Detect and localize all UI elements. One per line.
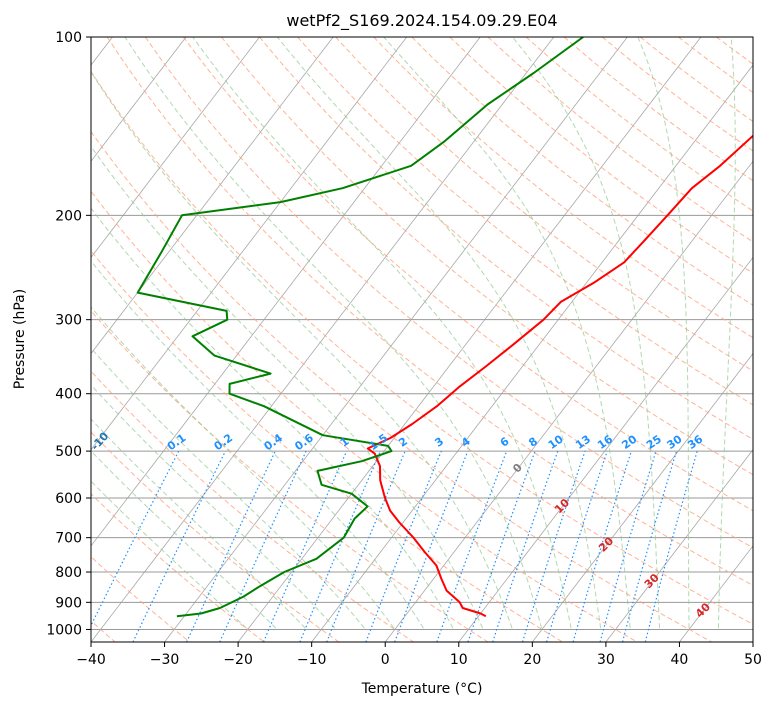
x-tick-label: 40	[671, 652, 689, 668]
x-tick-label: 30	[597, 652, 615, 668]
y-tick-label: 900	[55, 595, 82, 611]
mixing-ratio-line	[365, 450, 442, 642]
mixing-ratio-line	[622, 450, 678, 642]
x-tick-label: −30	[150, 652, 180, 668]
isotherm-line	[605, 449, 753, 642]
moist-adiabat-line	[383, 37, 631, 629]
dry-adiabat-line	[91, 130, 713, 642]
moist-adiabat-line	[718, 37, 736, 629]
y-tick-label: 600	[55, 491, 82, 507]
dry-adiabat-line	[487, 37, 753, 243]
dry-adiabat-line	[91, 250, 563, 642]
isotherm-line	[237, 37, 702, 642]
y-tick-label: 700	[55, 531, 82, 547]
mixing-ratio-line	[91, 450, 180, 627]
moist-adiabat-line	[91, 384, 336, 629]
dry-adiabat-line	[373, 37, 753, 339]
mixing-ratio-line	[436, 450, 508, 642]
mixing-ratio-line	[599, 450, 657, 642]
y-tick-label: 300	[55, 313, 82, 329]
y-axis-label: Pressure (hPa)	[12, 289, 28, 389]
isotherm-line	[458, 256, 753, 642]
dry-adiabat-line	[91, 370, 414, 642]
plot-area	[91, 37, 753, 642]
isotherm-line	[91, 37, 555, 642]
y-tick-label: 800	[55, 565, 82, 581]
isotherm-line	[91, 37, 481, 547]
mixing-ratio-line	[521, 450, 586, 642]
y-tick-label: 200	[55, 208, 82, 224]
dry-adiabat-line	[297, 37, 753, 406]
x-axis-label: Temperature (°C)	[361, 681, 483, 697]
isotherm-line	[164, 37, 628, 642]
mixing-ratio-line	[262, 450, 348, 642]
mixing-ratio-line	[394, 450, 469, 642]
moist-adiabat-line	[124, 37, 543, 629]
moist-adiabat-line	[192, 37, 572, 629]
isotherm-line	[91, 37, 334, 355]
mixing-ratio-line	[492, 450, 559, 642]
isotherm-line	[91, 37, 408, 451]
y-tick-label: 500	[55, 444, 82, 460]
x-tick-label: −40	[76, 652, 106, 668]
moist-adiabat-line	[91, 207, 454, 629]
mixing-ratio-line	[299, 450, 381, 642]
mixing-ratio-line	[546, 450, 608, 642]
moist-adiabat-line	[276, 37, 602, 629]
dry-adiabat-line	[221, 37, 753, 476]
mixing-ratio-line	[572, 450, 632, 642]
isotherm-line	[91, 37, 260, 259]
moist-adiabat-line	[512, 37, 661, 629]
temperature-profile-line	[366, 134, 753, 618]
x-tick-label: 50	[744, 652, 762, 668]
dry-adiabat-line	[91, 190, 638, 642]
dry-adiabat-line	[335, 37, 753, 372]
x-tick-label: −10	[297, 652, 327, 668]
dry-adiabat-line	[182, 37, 753, 512]
x-tick-label: −20	[223, 652, 253, 668]
moist-adiabat-line	[91, 71, 513, 629]
isotherm-line	[532, 352, 753, 642]
dry-adiabat-line	[449, 37, 753, 274]
mixing-ratio-line	[644, 450, 698, 642]
x-tick-label: 10	[450, 652, 468, 668]
dry-adiabat-line	[91, 70, 753, 625]
moist-adiabat-line	[637, 37, 690, 629]
x-tick-label: 20	[523, 652, 541, 668]
y-tick-label: 400	[55, 387, 82, 403]
axes: −40 −30 −20 −10 0 10 20 30 40 50 100 200 300 400 500 60…	[46, 30, 762, 668]
dewpoint-profile-line	[136, 37, 584, 618]
isotherm-line	[384, 160, 753, 642]
moist-adiabat-line	[91, 260, 424, 629]
plot-frame	[90, 36, 754, 643]
mixing-ratio-line	[326, 450, 406, 642]
y-tick-label: 100	[55, 30, 82, 46]
isotherm-line	[91, 37, 187, 162]
y-tick-label: 1000	[46, 622, 82, 638]
dry-adiabat-line	[411, 37, 753, 306]
chart-title: wetPf2_S169.2024.154.09.29.E04	[286, 11, 557, 31]
moist-adiabat-line	[91, 418, 306, 629]
dry-adiabat-line	[563, 37, 753, 182]
moist-adiabat-line	[91, 450, 277, 629]
dry-adiabat-line	[144, 37, 753, 549]
x-tick-label: 0	[381, 652, 390, 668]
dry-adiabat-line	[106, 37, 753, 587]
mixing-ratio-line	[467, 450, 536, 642]
moist-adiabat-line	[91, 306, 395, 629]
dry-adiabat-line	[259, 37, 753, 440]
